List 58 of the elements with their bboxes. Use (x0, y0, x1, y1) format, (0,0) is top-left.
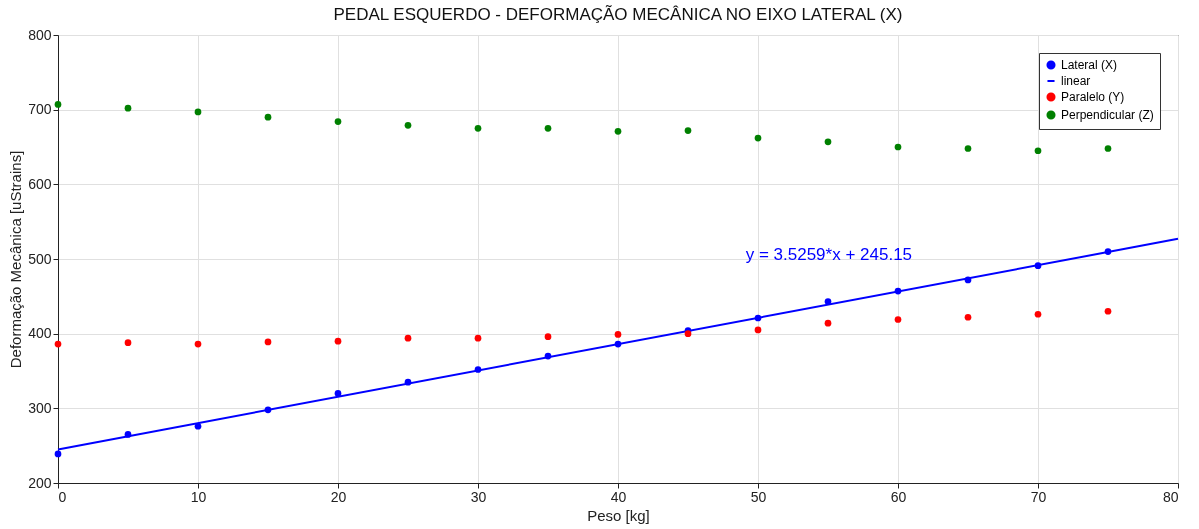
point (54, 340, 62, 348)
legend-label: Lateral (X) (1061, 58, 1118, 72)
point (824, 319, 832, 327)
x-tick-label: 30 (470, 488, 487, 505)
point (264, 338, 272, 346)
y-tick-label: 400 (28, 325, 52, 342)
x-axis-title: Peso [kg] (587, 506, 650, 524)
x-tick-label: 20 (330, 488, 347, 505)
x-tick-label: 0 (58, 488, 67, 505)
point (544, 333, 552, 340)
y-tick-label: 200 (28, 474, 52, 491)
chart-title: PEDAL ESQUERDO - DEFORMAÇÃO MECÂNICA NO EIXO LATERAL (X) (333, 5, 903, 24)
point (824, 138, 832, 146)
point (404, 122, 412, 129)
x-tick-label: 50 (750, 488, 767, 505)
point (124, 339, 132, 346)
y-tick-label: 700 (28, 101, 52, 118)
point (684, 127, 692, 134)
point (334, 337, 342, 345)
annotation: y = 3.5259*x + 245.15 (745, 245, 913, 265)
y-tick-label: 600 (28, 175, 52, 192)
x-tick-label: 60 (890, 488, 907, 505)
point (964, 313, 972, 321)
y-tick-label: 300 (28, 399, 52, 416)
point (894, 143, 902, 151)
point (1104, 307, 1112, 315)
x-tick-label: 80 (1162, 488, 1179, 505)
point (54, 450, 62, 458)
legend-label: Paralelo (Y) (1061, 90, 1125, 104)
point (964, 145, 972, 152)
point (544, 124, 552, 132)
point (54, 101, 62, 108)
legend-label: Perpendicular (Z) (1061, 108, 1154, 122)
legend-label: linear (1061, 74, 1091, 88)
y-tick-label: 800 (28, 26, 52, 43)
x-tick-label: 40 (610, 488, 627, 505)
y-tick-label: 500 (28, 250, 52, 267)
point (124, 104, 132, 112)
point (824, 298, 832, 305)
x-tick-label: 70 (1030, 488, 1047, 505)
point (264, 113, 272, 121)
x-tick-label: 10 (190, 488, 207, 505)
point (474, 334, 482, 342)
point (1104, 145, 1112, 152)
point (614, 127, 622, 135)
point (614, 331, 622, 338)
point (754, 326, 762, 334)
point (194, 108, 202, 116)
point (404, 334, 412, 342)
point (894, 316, 902, 323)
point (754, 134, 762, 142)
point (1034, 310, 1042, 318)
point (194, 340, 202, 348)
point (474, 124, 482, 132)
y-axis-title: Deformação Mecânica [uStrains] (7, 150, 25, 369)
point (334, 390, 342, 397)
point (334, 118, 342, 125)
point (1034, 147, 1042, 155)
